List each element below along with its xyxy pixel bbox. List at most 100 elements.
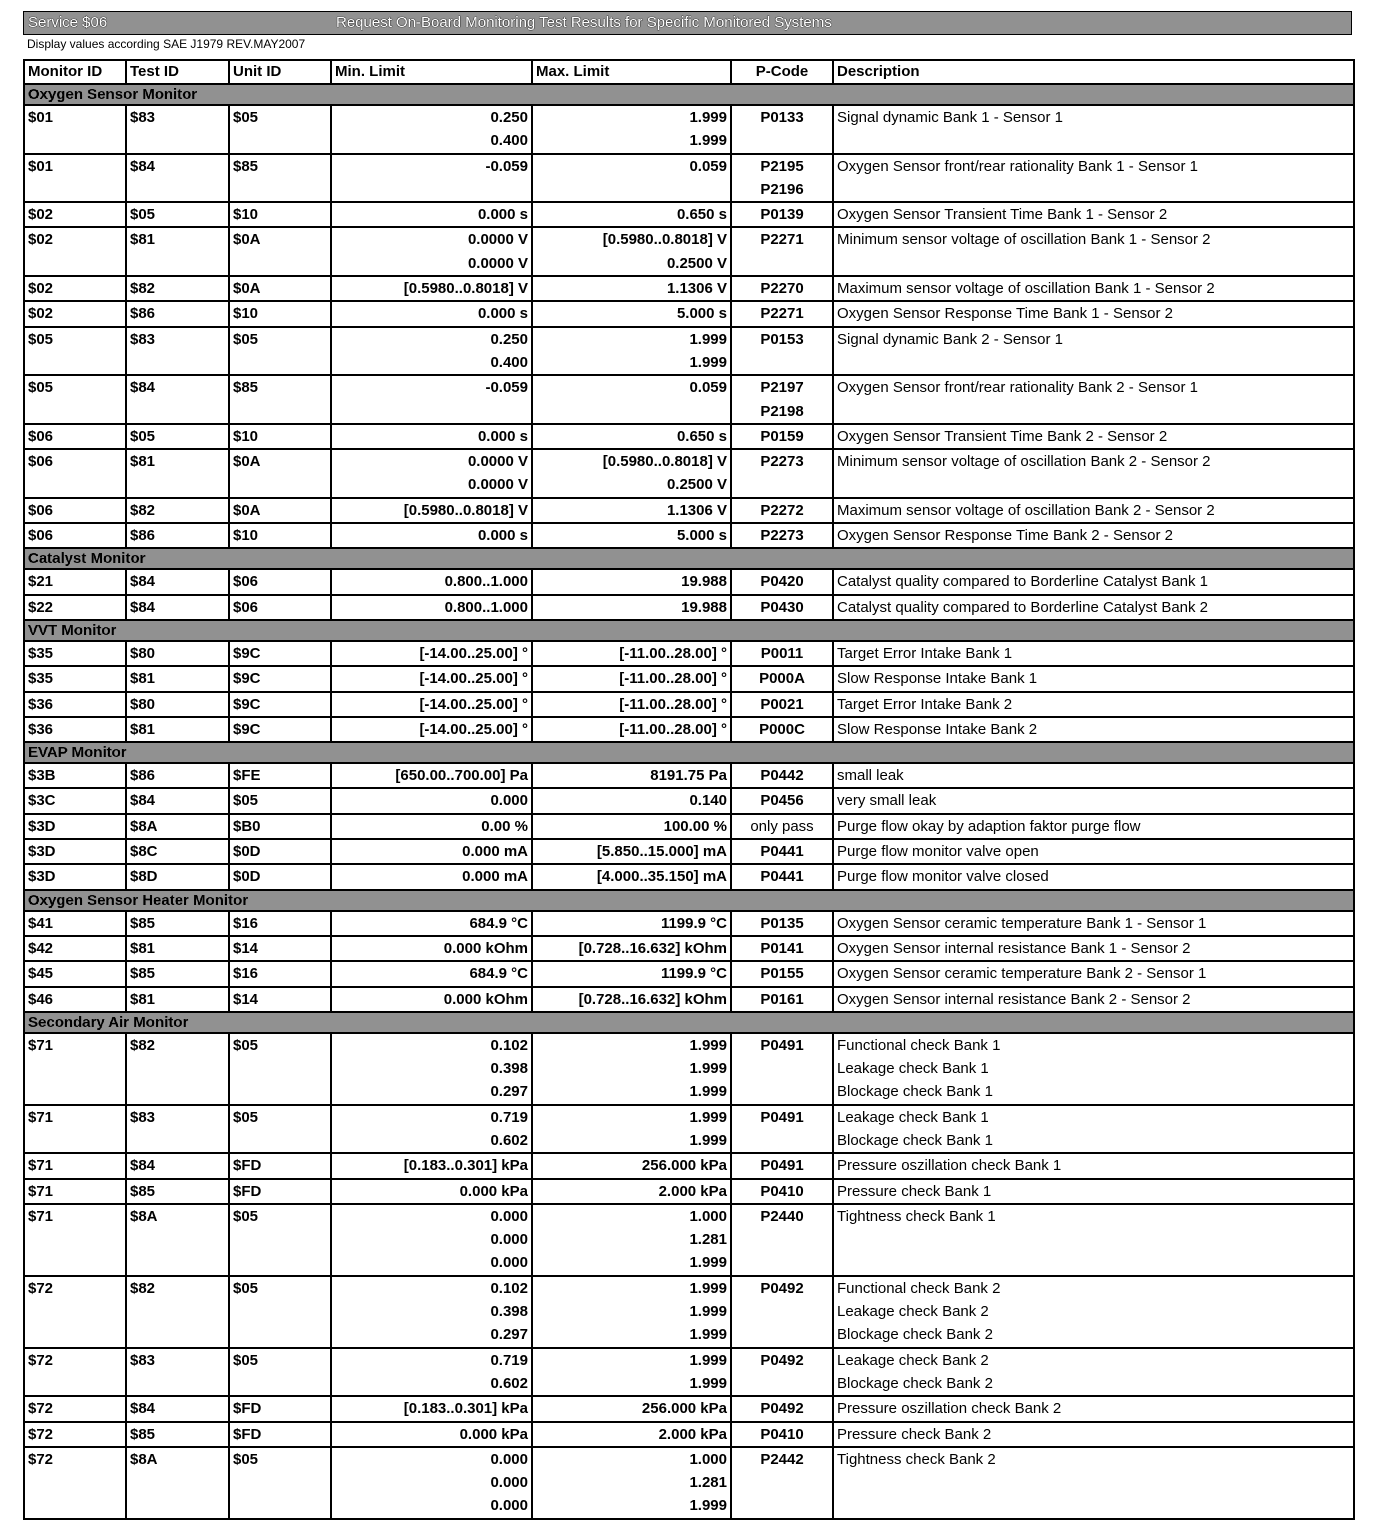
max-limit: 0.140 [689, 792, 727, 810]
min-limit-cell: -0.059 [330, 152, 533, 204]
table-row: $3C $84 $05 0.000 0.140 P0456 very small leak [23, 787, 1355, 815]
p-code-cell: P2195 P2196 [730, 152, 834, 204]
max-limit: 1.000 [689, 1207, 727, 1225]
monitor-id-cell: $3B [23, 762, 127, 790]
max-limit-cell: 1.999 1.999 [531, 104, 732, 155]
description-cell: Purge flow okay by adaption faktor purge… [832, 812, 1355, 841]
max-limit-cell: 100.00 % [531, 812, 732, 841]
max-limit: 19.988 [681, 598, 727, 616]
test-id-cell: $84 [125, 152, 230, 204]
p-code: P2198 [760, 402, 804, 420]
min-limit-cell: [-14.00..25.00] ° [330, 639, 533, 668]
max-limit-cell: [0.5980..0.8018] V 0.2500 V [531, 448, 732, 499]
unit-id-cell: $06 [228, 593, 332, 621]
min-limit: 0.000 s [477, 527, 528, 545]
test-id-cell: $85 [125, 909, 230, 937]
p-code-cell: P0155 [730, 960, 834, 988]
monitor-id-cell: $05 [23, 374, 127, 425]
description: Slow Response Intake Bank 2 [837, 720, 1038, 738]
p-code-cell: P0491 [730, 1152, 834, 1180]
min-limit-cell: 0.000 kPa [330, 1177, 533, 1205]
unit-id-cell: $B0 [228, 812, 332, 841]
min-limit: [0.183..0.301] kPa [403, 1400, 528, 1418]
p-code-cell: P0139 [730, 201, 834, 229]
unit-id-cell: $06 [228, 568, 332, 596]
min-limit: 0.0000 V [467, 254, 528, 272]
description-cell: Oxygen Sensor Response Time Bank 2 - Sen… [832, 522, 1355, 550]
test-id-cell: $84 [125, 787, 230, 815]
description-cell: Oxygen Sensor ceramic temperature Bank 1… [832, 909, 1355, 937]
min-limit-cell: 0.250 0.400 [330, 325, 533, 377]
p-code-cell: P0492 [730, 1274, 834, 1349]
max-limit: [-11.00..28.00] ° [619, 720, 727, 738]
table-row: $72 $8A $05 0.000 0.000 0.000 1.000 1.281 1.999 P… [23, 1445, 1355, 1520]
p-code-cell: P0492 [730, 1395, 834, 1423]
max-limit: 1.999 [689, 330, 727, 348]
section-title: VVT Monitor [23, 618, 1355, 642]
min-limit: [-14.00..25.00] ° [419, 644, 528, 662]
p-code-cell: P000A [730, 665, 834, 693]
max-limit: 5.000 s [676, 305, 727, 323]
p-code: P0141 [760, 939, 804, 957]
monitor-id-cell: $05 [23, 325, 127, 377]
p-code: P000A [759, 670, 805, 688]
unit-id-cell: $FD [228, 1152, 332, 1180]
max-limit: 256.000 kPa [641, 1400, 727, 1418]
p-code: P0430 [760, 598, 804, 616]
p-code-cell: P0141 [730, 934, 834, 963]
max-limit-cell: 2.000 kPa [531, 1420, 732, 1448]
max-limit: 256.000 kPa [641, 1157, 727, 1175]
description: Maximum sensor voltage of oscillation Ba… [837, 280, 1215, 298]
max-limit-cell: 1199.9 °C [531, 960, 732, 988]
unit-id-cell: $05 [228, 1445, 332, 1520]
min-limit: 0.0000 V [467, 476, 528, 494]
p-code-cell: P0441 [730, 863, 834, 891]
table-row: $35 $80 $9C [-14.00..25.00] ° [-11.00..28.00… [23, 639, 1355, 668]
min-limit-cell: [-14.00..25.00] ° [330, 690, 533, 718]
min-limit-cell: 0.000 s [330, 522, 533, 550]
max-limit: 0.2500 V [666, 254, 727, 272]
description: small leak [837, 767, 904, 785]
p-code-cell: P2271 [730, 300, 834, 328]
max-limit-cell: 0.650 s [531, 422, 732, 451]
min-limit: 0.398 [490, 1060, 528, 1078]
p-code: only pass [750, 817, 814, 835]
table-row: $41 $85 $16 684.9 °C 1199.9 °C P0135 Oxygen Se… [23, 909, 1355, 937]
table-row: $3D $8D $0D 0.000 mA [4.000..35.150] mA P0441… [23, 863, 1355, 891]
min-limit: [0.5980..0.8018] V [403, 501, 528, 519]
p-code-cell: P0159 [730, 422, 834, 451]
description-cell: Tightness check Bank 2 [832, 1445, 1355, 1520]
description: Oxygen Sensor Transient Time Bank 2 - Se… [837, 427, 1168, 445]
monitor-id-cell: $3C [23, 787, 127, 815]
max-limit-cell: 1.1306 V [531, 496, 732, 525]
description: Signal dynamic Bank 2 - Sensor 1 [837, 330, 1063, 348]
min-limit: 0.400 [490, 353, 528, 371]
test-id-cell: $8A [125, 812, 230, 841]
min-limit-cell: 0.000 s [330, 201, 533, 229]
table-row: $3B $86 $FE [650.00..700.00] Pa 8191.75 Pa P0… [23, 762, 1355, 790]
min-limit-cell: 0.800..1.000 [330, 568, 533, 596]
table-row: $06 $05 $10 0.000 s 0.650 s P0159 Oxygen Senso… [23, 422, 1355, 451]
description: Minimum sensor voltage of oscillation Ba… [837, 453, 1211, 471]
max-limit-cell: 19.988 [531, 593, 732, 621]
max-limit: 1.281 [689, 1231, 727, 1249]
min-limit-cell: 0.0000 V 0.0000 V [330, 226, 533, 278]
min-limit: 0.000 kOhm [443, 939, 528, 957]
unit-id-cell: $0A [228, 448, 332, 499]
max-limit: [-11.00..28.00] ° [619, 644, 727, 662]
description-cell: Oxygen Sensor ceramic temperature Bank 2… [832, 960, 1355, 988]
min-limit: 0.102 [490, 1036, 528, 1054]
max-limit: 1.999 [689, 1303, 727, 1321]
description: Blockage check Bank 2 [837, 1326, 993, 1344]
max-limit: 1.999 [689, 132, 727, 150]
monitor-id-cell: $06 [23, 422, 127, 451]
max-limit-cell: [0.5980..0.8018] V 0.2500 V [531, 226, 732, 278]
section-row: Catalyst Monitor [23, 547, 1355, 571]
report-title: Request On-Board Monitoring Test Results… [336, 14, 832, 31]
max-limit-cell: 256.000 kPa [531, 1395, 732, 1423]
table-row: $3D $8C $0D 0.000 mA [5.850..15.000] mA P0441… [23, 838, 1355, 866]
max-limit: [-11.00..28.00] ° [619, 695, 727, 713]
test-id-cell: $85 [125, 960, 230, 988]
min-limit: 684.9 °C [469, 965, 528, 983]
description: Oxygen Sensor internal resistance Bank 2… [837, 990, 1191, 1008]
